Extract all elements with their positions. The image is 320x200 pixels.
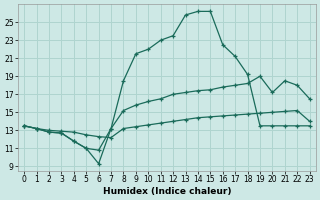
X-axis label: Humidex (Indice chaleur): Humidex (Indice chaleur) bbox=[103, 187, 231, 196]
